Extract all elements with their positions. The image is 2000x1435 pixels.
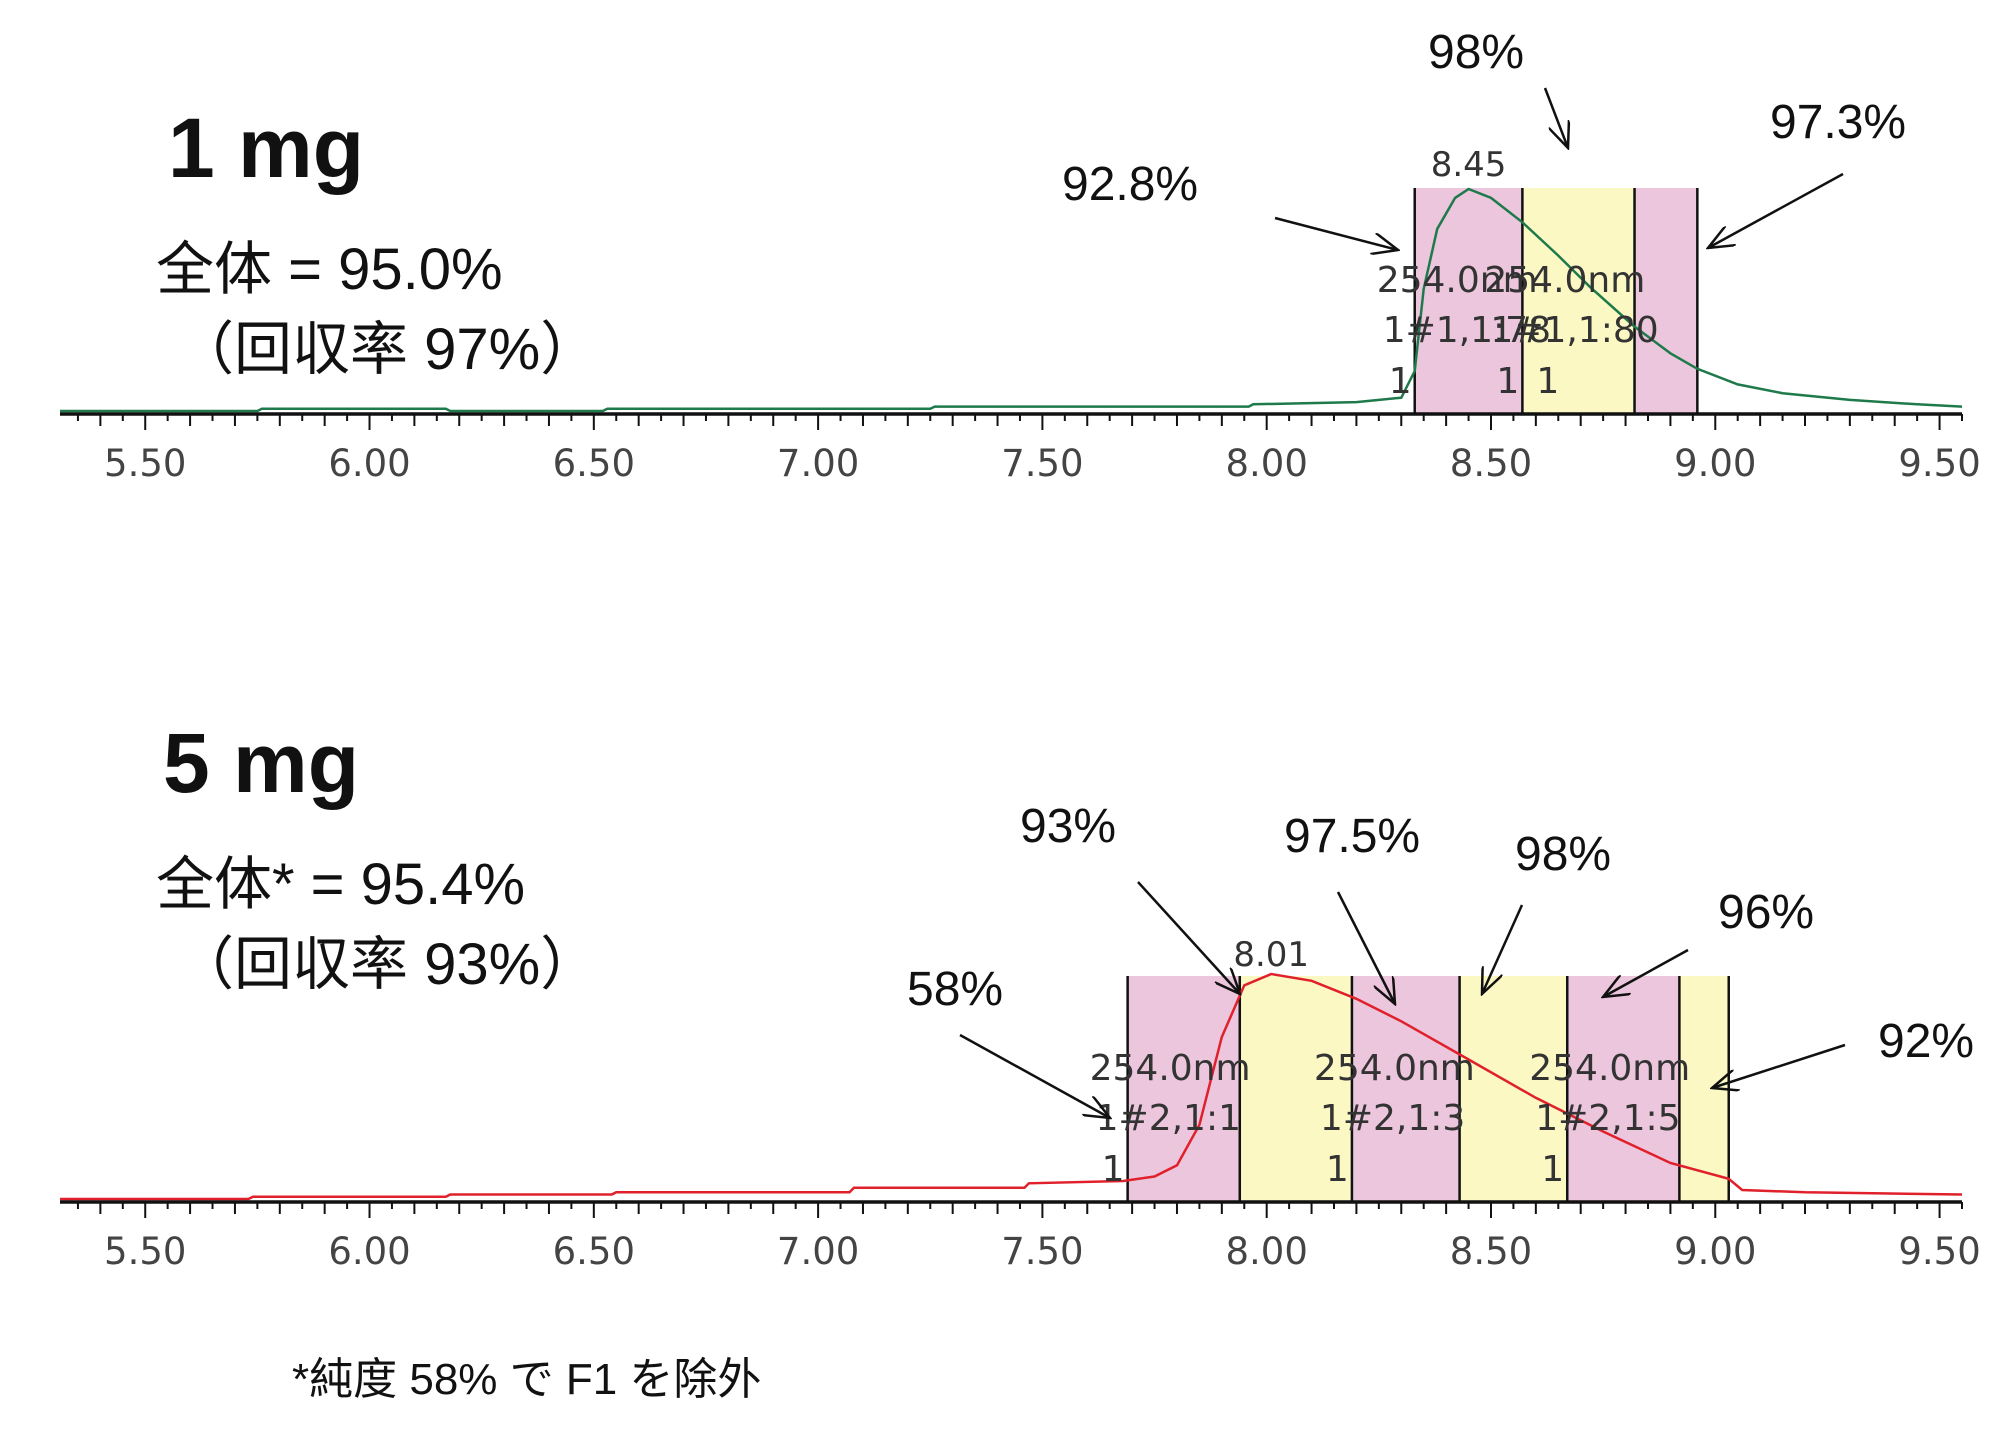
tick-label: 6.00 <box>328 1230 410 1273</box>
fraction-wavelength: 254.0nm <box>1529 1048 1690 1089</box>
tick-label: 9.00 <box>1674 1230 1756 1273</box>
tick-label: 8.00 <box>1225 442 1307 485</box>
tick-label: 7.00 <box>777 442 859 485</box>
fraction-id: 1#2,1:1 <box>1096 1098 1241 1139</box>
arrow-98-top <box>1543 87 1568 148</box>
panel-1-curve <box>60 187 1963 413</box>
tick-label: 5.50 <box>104 1230 186 1273</box>
panel-1-annotations: 92.8% 98% 97.3% <box>1062 26 1906 250</box>
tick-label: 5.50 <box>104 442 186 485</box>
fraction-wavelength: 254.0nm <box>1314 1048 1475 1089</box>
panel-2-overall: 全体* = 95.4% <box>156 852 526 917</box>
chromatogram-line <box>60 972 1963 1201</box>
tick-label: 8.50 <box>1450 442 1532 485</box>
tick-label: 9.50 <box>1898 442 1980 485</box>
panel-1-x-axis: 5.50 6.00 6.50 7.00 7.50 8.00 8.50 9.00 9.50 <box>60 412 1981 485</box>
panel-2-curve <box>60 972 1963 1201</box>
arrow-92-8 <box>1274 216 1398 250</box>
fraction-wavelength: 254.0nm <box>1377 260 1538 301</box>
annotation-96: 96% <box>1718 886 1814 939</box>
chromatogram-line <box>60 187 1963 413</box>
annotation-93: 93% <box>1020 800 1116 853</box>
fraction-num: 1 <box>1536 361 1559 402</box>
panel-1-title: 1 mg <box>168 101 365 195</box>
tick-label: 7.00 <box>777 1230 859 1273</box>
panel-2-fraction-labels: 254.0nm 1#2,1:1 1 254.0nm 1#2,1:3 1 254.0nm 1#2… <box>1090 1048 1691 1190</box>
tick-label: 7.50 <box>1001 442 1083 485</box>
fraction-band-4 <box>1459 976 1568 1202</box>
arrow-97-3 <box>1708 172 1844 248</box>
tick-label: 9.00 <box>1674 442 1756 485</box>
fraction-band-2 <box>1522 188 1635 414</box>
fraction-band-5 <box>1567 976 1680 1202</box>
annotation-92-8: 92.8% <box>1062 158 1198 211</box>
arrow-97-5 <box>1336 891 1395 1004</box>
annotation-58: 58% <box>907 963 1003 1016</box>
panel-1-recovery: （回収率 97%） <box>176 317 599 382</box>
arrow-98 <box>1482 904 1524 994</box>
annotation-97-3: 97.3% <box>1770 96 1906 149</box>
arrow-92 <box>1712 1043 1846 1088</box>
tick-label: 6.50 <box>553 442 635 485</box>
annotation-98-top: 98% <box>1428 26 1524 79</box>
fraction-band-1 <box>1127 976 1240 1202</box>
fraction-num: 1 <box>1102 1149 1125 1190</box>
fraction-id: 1#1,1:78 <box>1383 310 1551 351</box>
arrow-96 <box>1603 948 1689 997</box>
footnote: *純度 58% で F1 を除外 <box>292 1355 762 1404</box>
fraction-wavelength: 254.0nm <box>1090 1048 1251 1089</box>
panel-1-overall: 全体 = 95.0% <box>156 237 503 302</box>
fraction-id: 1#1,1:80 <box>1490 310 1658 351</box>
fraction-band-3 <box>1634 188 1698 414</box>
fraction-num: 1 <box>1541 1149 1564 1190</box>
panel-2-fraction-bands <box>1126 976 1730 1202</box>
panel-2-title: 5 mg <box>163 716 360 810</box>
tick-label: 6.00 <box>328 442 410 485</box>
annotation-92: 92% <box>1878 1015 1974 1068</box>
annotation-97-5: 97.5% <box>1284 810 1420 863</box>
panel-2-peak-label: 8.01 <box>1233 935 1309 975</box>
tick-label: 6.50 <box>553 1230 635 1273</box>
fraction-id: 1#2,1:5 <box>1535 1098 1680 1139</box>
arrow-58 <box>959 1033 1110 1118</box>
fraction-id: 1#2,1:3 <box>1320 1098 1465 1139</box>
panel-2-annotations: 58% 93% 97.5% 98% 96% 92% <box>907 800 1974 1118</box>
fraction-num: 1 <box>1389 361 1412 402</box>
annotation-98: 98% <box>1515 828 1611 881</box>
panel-2-recovery: （回収率 93%） <box>176 932 599 997</box>
fraction-num: 1 <box>1326 1149 1349 1190</box>
fraction-band-2 <box>1239 976 1352 1202</box>
fraction-band-3 <box>1351 976 1460 1202</box>
arrow-93 <box>1137 881 1240 994</box>
tick-label: 8.50 <box>1450 1230 1532 1273</box>
panel-1-fraction-bands <box>1413 188 1699 414</box>
tick-label: 8.00 <box>1225 1230 1307 1273</box>
tick-label: 7.50 <box>1001 1230 1083 1273</box>
tick-label: 9.50 <box>1898 1230 1980 1273</box>
panel-1-peak-label: 8.45 <box>1431 145 1507 185</box>
fraction-num: 1 <box>1496 361 1519 402</box>
panel-2-x-axis: 5.50 6.00 6.50 7.00 7.50 8.00 8.50 9.00 9.50 <box>60 1200 1981 1273</box>
fraction-band-1 <box>1414 188 1523 414</box>
fraction-wavelength: 254.0nm <box>1484 260 1645 301</box>
